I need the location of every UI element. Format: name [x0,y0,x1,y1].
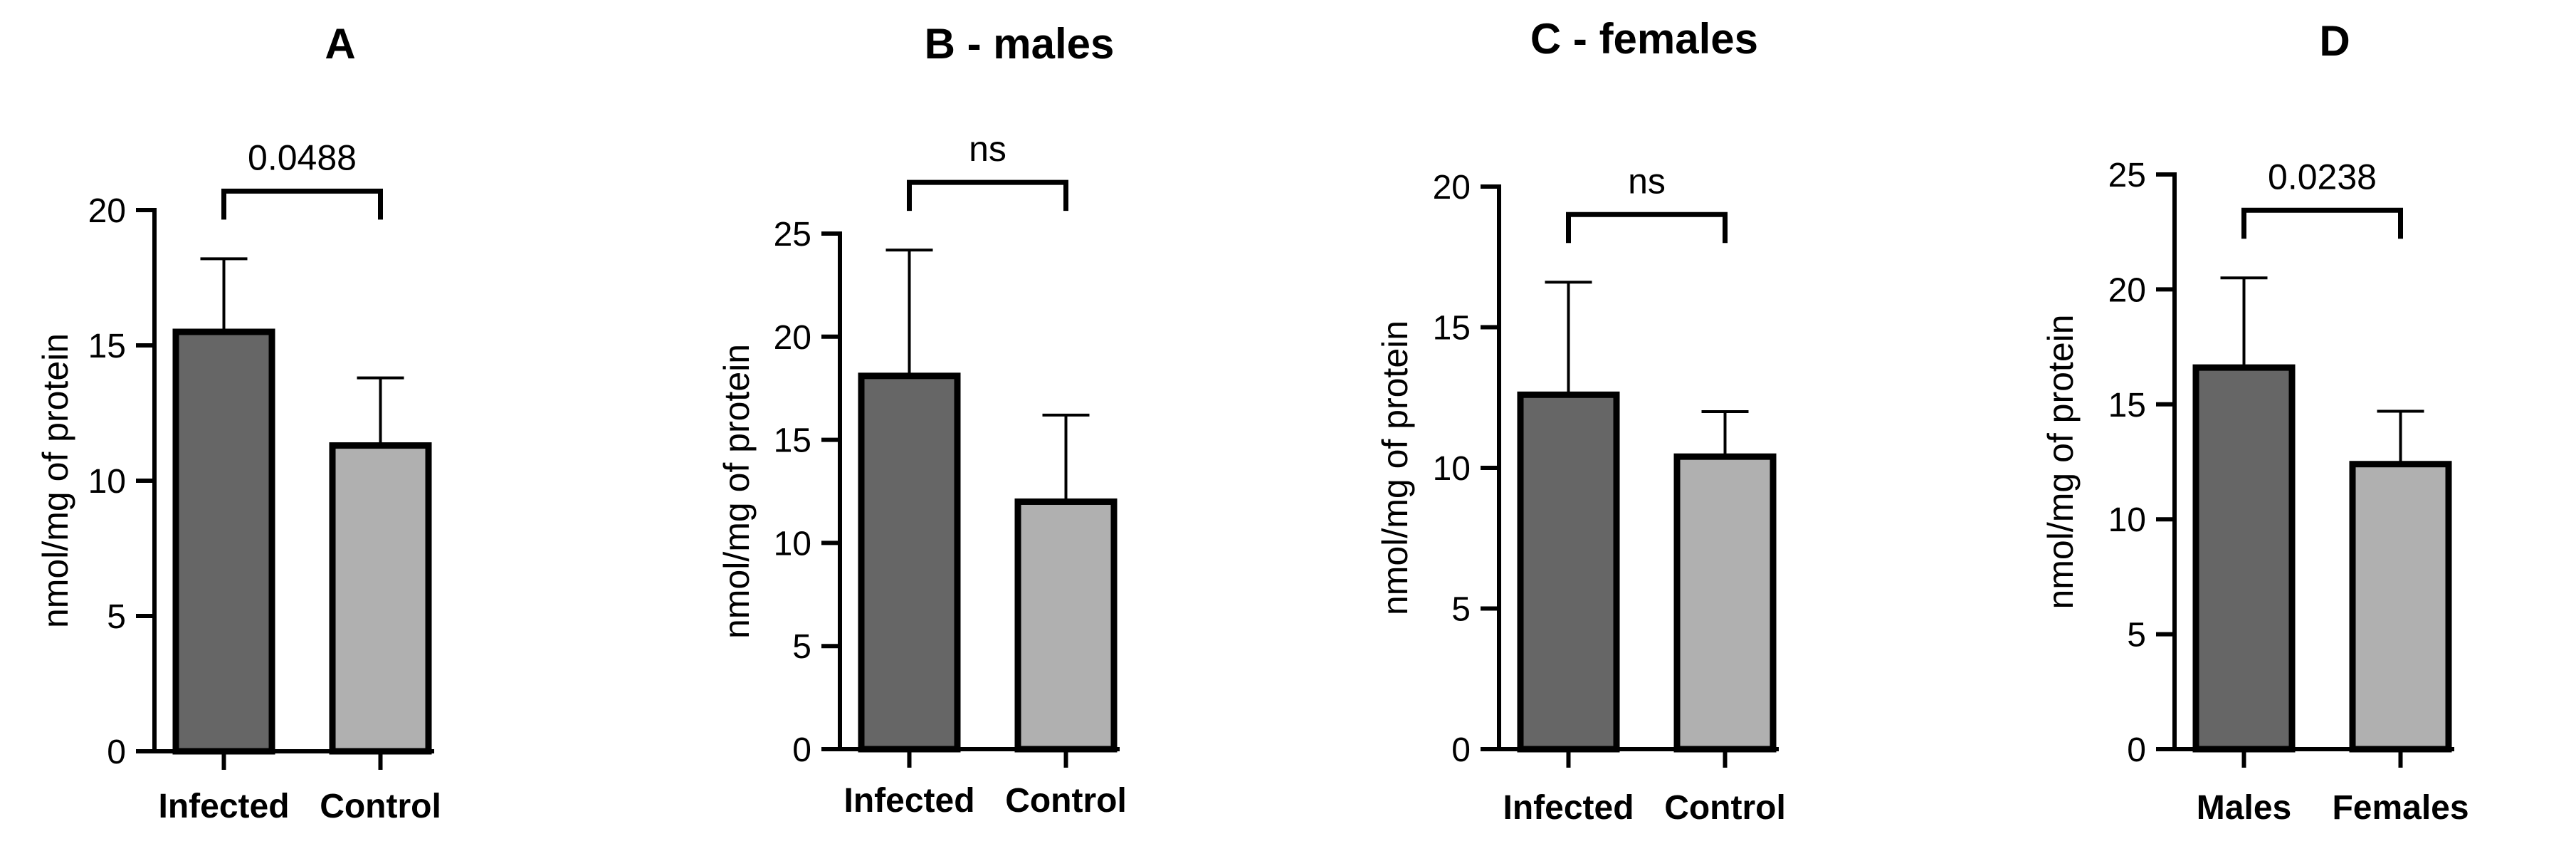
y-axis-label: nmol/mg of protein [2041,314,2081,609]
significance-label: ns [969,129,1006,169]
panel-d: D 0 5 10 15 20 25 nmol/mg of protein Males Female… [2041,17,2469,827]
y-axis-label: nmol/mg of protein [1375,320,1415,615]
x-category-label: Females [2332,789,2469,827]
bar-infected [172,328,275,755]
significance-bracket [1566,212,1728,244]
y-tick-label: 5 [1451,591,1471,629]
panel-b-males: B - males 0 5 10 15 20 25 nmol/mg of protein Inf… [717,20,1127,820]
y-tick-label: 10 [774,525,811,563]
bar-control [1673,453,1777,753]
y-tick-label: 15 [2108,387,2146,424]
y-tick-label: 15 [88,328,126,365]
y-tick-label: 0 [1451,731,1471,769]
significance-label: 0.0488 [248,137,357,177]
significance-bracket [2241,207,2403,239]
x-category-label: Males [2197,789,2291,827]
panel-a: A 0 5 10 15 20 nmol/mg of protein Infected Contr… [36,20,441,825]
panel-c-females: C - females 0 5 10 15 20 nmol/mg of protein Inf… [1375,15,1786,827]
significance-label: 0.0238 [2268,157,2377,197]
y-tick-label: 15 [774,422,811,460]
bar-males [2192,364,2296,753]
y-tick-label: 10 [1433,450,1471,488]
y-axis-label: nmol/mg of protein [717,344,757,639]
bar-females [2349,461,2452,753]
panel-title: B - males [925,20,1115,68]
x-category-label: Control [1664,789,1786,827]
y-tick-label: 0 [792,731,811,769]
panel-title: C - females [1530,15,1758,63]
y-tick-label: 0 [107,733,126,771]
significance-bracket [907,179,1068,212]
x-category-label: Infected [158,788,289,825]
panel-title: A [325,20,355,68]
y-tick-label: 5 [2127,617,2146,654]
y-tick-label: 20 [2108,271,2146,309]
y-tick-label: 5 [792,628,811,666]
bar-control [329,442,432,755]
y-tick-label: 10 [88,463,126,501]
bar-infected [1517,391,1620,753]
x-category-label: Control [1005,782,1127,820]
bar-infected [858,372,961,753]
y-tick-label: 5 [107,598,126,636]
bar-control [1014,498,1118,753]
y-tick-label: 20 [774,319,811,357]
y-tick-label: 20 [88,192,126,230]
y-axis-label: nmol/mg of protein [36,333,75,628]
significance-label: ns [1628,161,1666,201]
y-tick-label: 25 [774,216,811,254]
y-tick-label: 15 [1433,310,1471,348]
y-tick-label: 20 [1433,169,1471,207]
x-category-label: Control [320,788,441,825]
x-category-label: Infected [1503,789,1634,827]
y-tick-label: 10 [2108,501,2146,539]
y-tick-label: 25 [2108,157,2146,194]
x-category-label: Infected [843,782,974,820]
y-tick-label: 0 [2127,731,2146,769]
significance-bracket [221,188,383,220]
panel-title: D [2319,17,2350,65]
